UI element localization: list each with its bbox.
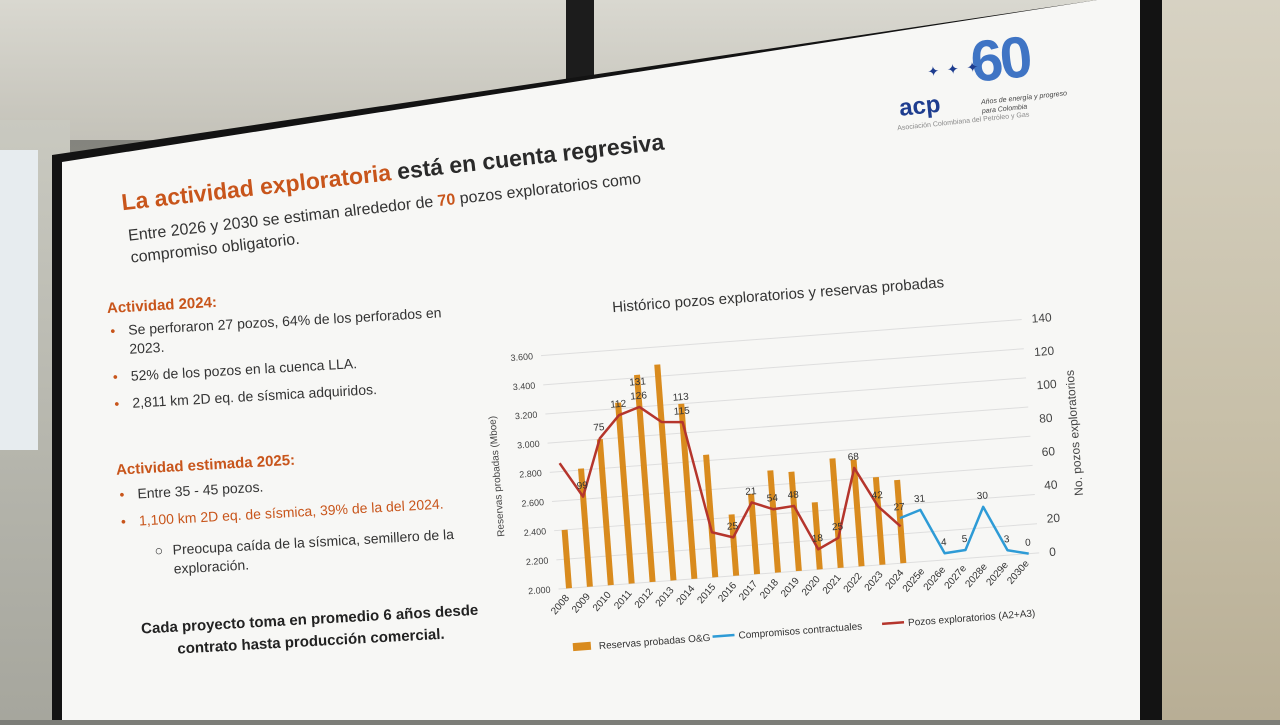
bar [703,454,719,578]
bar [678,403,698,580]
x-tick-label: 2014 [675,583,698,607]
y2-tick-label: 20 [1046,511,1061,526]
bar [615,402,635,584]
x-tick-label: 2011 [612,588,635,612]
gridline [549,435,1031,473]
data-label: 25 [832,521,844,533]
x-tick-label: 2010 [591,590,614,614]
bar [578,468,593,587]
y-tick-label: 3.200 [515,410,538,422]
x-tick-label: 2027e [943,563,970,592]
data-label: 31 [914,493,926,505]
x-tick-label: 2019 [779,575,802,599]
bar [728,514,740,576]
y-tick-label: 3.600 [510,351,533,363]
y-tick-label: 2.400 [523,526,546,538]
side-screen [0,150,38,450]
data-label: 5 [961,534,968,545]
data-label: 113 [672,392,689,404]
chart-plot: Histórico pozos exploratorios y reservas… [487,274,1086,652]
bar [788,471,802,572]
y2-tick-label: 140 [1031,310,1052,325]
bar [850,459,865,567]
x-tick-label: 2020 [800,574,823,598]
x-tick-label: 2025e [901,566,928,595]
y2-tick-label: 40 [1044,477,1059,492]
bar [767,470,781,573]
x-tick-label: 2017 [737,579,760,603]
data-label: 131 [629,376,647,388]
y2-tick-label: 0 [1049,545,1057,559]
gridline [545,377,1027,415]
x-tick-label: 2026e [922,564,949,593]
data-label: 75 [593,422,605,434]
x-tick-label: 2029e [984,560,1011,589]
bar [748,493,761,575]
bar [894,479,907,564]
data-label: 18 [812,533,824,545]
data-label: 0 [1025,537,1032,548]
bar [654,364,677,581]
y2-tick-label: 60 [1041,444,1056,459]
data-label: 126 [630,390,648,402]
data-label: 99 [576,480,588,492]
bar [829,458,844,569]
y-tick-label: 2.600 [521,497,544,509]
data-label: 42 [871,490,883,502]
data-label: 30 [976,490,988,502]
legend-swatch [572,641,592,652]
y-axis-label: Reservas probadas (Mboe) [487,415,507,537]
y-tick-label: 2.800 [519,468,542,480]
legend-swatch [881,620,905,626]
x-tick-label: 2018 [758,577,781,601]
bar [811,502,823,570]
data-label: 27 [893,502,905,514]
y2-tick-label: 120 [1034,344,1055,359]
commitments-line [899,505,1029,555]
y2-axis-label: No. pozos exploratorios [1063,370,1086,497]
x-tick-label: 2023 [863,569,886,593]
bar [596,439,614,586]
data-label: 115 [673,406,690,418]
gridline [547,406,1029,444]
data-label: 3 [1003,534,1010,545]
data-label: 112 [610,399,627,411]
data-label: 54 [766,493,778,505]
data-label: 68 [847,451,859,463]
x-tick-label: 2021 [821,572,844,596]
x-tick-label: 2008 [549,593,572,617]
data-label: 21 [745,486,757,498]
y-tick-label: 3.000 [517,439,540,451]
chart-title: Histórico pozos exploratorios y reservas… [612,274,945,316]
bar [561,529,572,589]
y2-tick-label: 100 [1036,377,1057,392]
x-tick-label: 2015 [695,582,718,606]
x-tick-label: 2030e [1005,558,1032,587]
data-label: 4 [941,537,948,548]
x-tick-label: 2022 [842,571,865,595]
legend-label: Compromisos contractuales [738,621,862,641]
data-label: 25 [727,521,739,533]
x-tick-label: 2009 [570,591,593,615]
x-tick-label: 2016 [716,580,739,604]
projector-pole [566,0,594,80]
legend-label: Reservas probadas O&G [599,633,711,652]
x-tick-label: 2028e [963,561,990,590]
y-tick-label: 3.400 [512,380,535,392]
y-tick-label: 2.200 [526,555,549,567]
x-tick-label: 2013 [654,585,677,609]
legend-label: Pozos exploratorios (A2+A3) [908,608,1036,629]
x-tick-label: 2012 [633,586,656,610]
data-label: 48 [787,490,799,502]
y-tick-label: 2.000 [528,585,551,597]
bar [634,374,656,583]
gridline [543,348,1024,386]
bar [872,476,886,565]
legend-swatch [712,633,735,638]
gridline [540,319,1022,357]
y2-tick-label: 80 [1039,411,1054,426]
wells-line [558,405,902,551]
